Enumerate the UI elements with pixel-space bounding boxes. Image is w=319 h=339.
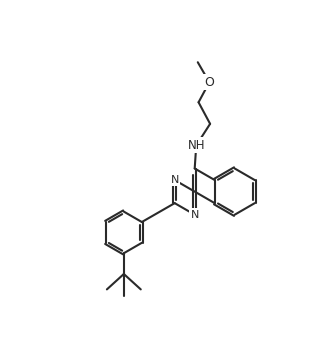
Text: O: O <box>204 76 214 89</box>
Text: N: N <box>190 210 199 220</box>
Text: N: N <box>171 175 179 185</box>
Text: NH: NH <box>188 139 205 152</box>
